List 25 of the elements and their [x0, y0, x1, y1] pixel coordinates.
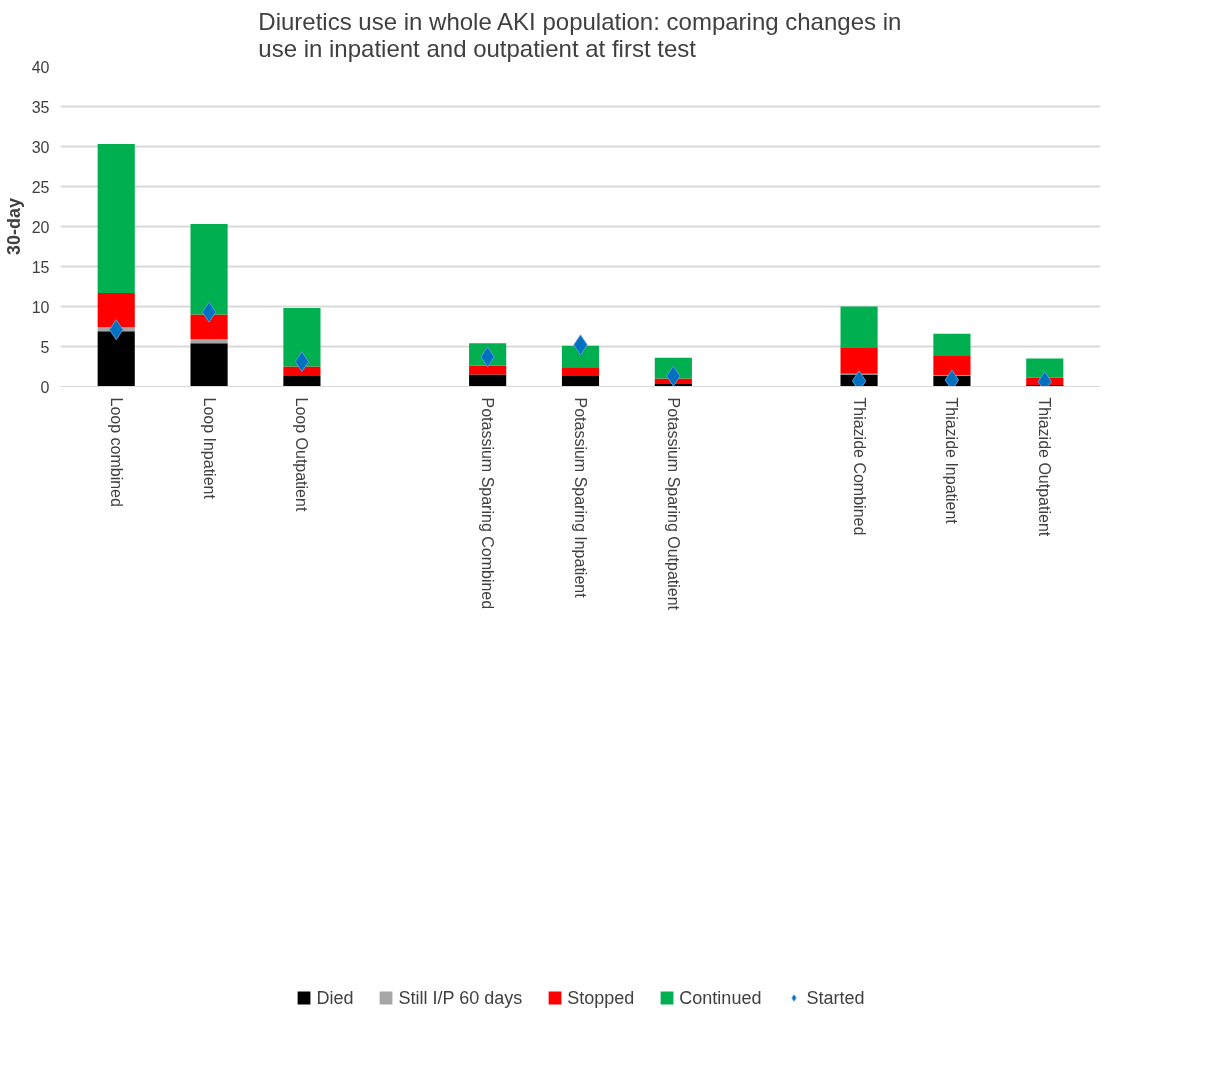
x-tick-label: Loop Inpatient — [200, 397, 218, 500]
y-tick-label: 25 — [31, 178, 50, 196]
x-tick-label: Potassium Sparing Combined — [479, 397, 497, 610]
legend-label: Stopped — [567, 987, 635, 1009]
y-tick-label: 5 — [40, 338, 50, 356]
y-tick-label: 40 — [31, 58, 50, 76]
y-tick-label: 0 — [40, 378, 50, 396]
x-tick-label: Potassium Sparing Outpatient — [664, 397, 682, 611]
legend-label: Continued — [679, 987, 762, 1009]
chart-title: Diuretics use in whole AKI population: comparing changes in use in inpatient and outpatient at first test — [258, 7, 902, 62]
x-tick-label: Potassium Sparing Inpatient — [572, 397, 589, 599]
y-tick-label: 35 — [31, 98, 50, 116]
y-tick-label: 20 — [31, 218, 50, 236]
y-tick-label: 30 — [31, 138, 50, 156]
y-tick-label: 15 — [31, 258, 50, 276]
x-tick-label: Thiazide Outpatient — [1036, 397, 1054, 537]
legend-label: Died — [316, 987, 354, 1009]
legend-label: Still I/P 60 days — [398, 987, 523, 1009]
legend-label: Started — [806, 987, 865, 1009]
x-tick-label: Thiazide Combined — [850, 397, 868, 536]
x-tick-label: Loop Outpatient — [293, 397, 311, 512]
x-tick-label: Loop combined — [107, 397, 125, 507]
y-axis-title: 30-day — [3, 197, 24, 256]
y-tick-label: 10 — [31, 298, 50, 316]
x-tick-label: Thiazide Inpatient — [943, 397, 961, 525]
